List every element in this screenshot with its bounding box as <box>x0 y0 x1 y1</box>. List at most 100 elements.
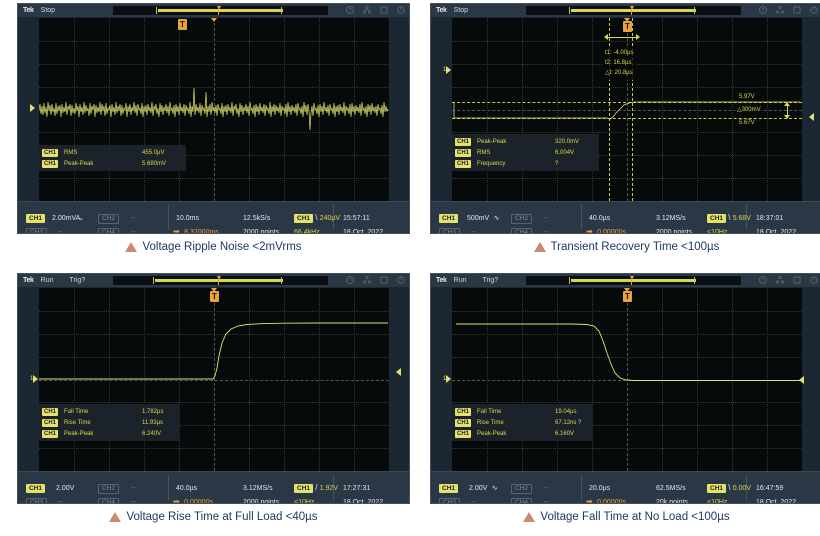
ch1-scale: 2.00V <box>56 485 75 492</box>
ch1-badge[interactable]: CH1 <box>439 484 459 493</box>
measurement-label: Peak-Peak <box>477 138 507 145</box>
power-icon[interactable] <box>397 6 405 14</box>
waveform-trace-2 <box>453 101 800 120</box>
save-icon[interactable] <box>380 276 388 284</box>
save-icon[interactable] <box>793 276 801 284</box>
svg-text:?: ? <box>762 278 765 284</box>
save-icon[interactable] <box>793 6 801 14</box>
trigger-point-marker <box>211 18 217 22</box>
ground-triangle-icon <box>33 375 39 383</box>
acquisition-state: Run <box>453 277 467 284</box>
ch4-badge[interactable]: CH4 <box>98 228 120 233</box>
measurement-channel-badge: CH1 <box>455 429 472 438</box>
svg-text:?: ? <box>349 8 352 14</box>
trigger-slope-icon: / <box>313 483 320 492</box>
record-trigger-marker <box>216 276 221 285</box>
ch3-value: -- <box>471 229 476 234</box>
caption-text: Voltage Fall Time at No Load <100µs <box>540 511 730 523</box>
help-icon[interactable]: ? <box>346 6 354 14</box>
ch1-badge[interactable]: CH1 <box>26 484 46 493</box>
cursor-v-lower-line[interactable] <box>452 118 802 119</box>
power-icon[interactable] <box>397 276 405 284</box>
ch2-badge[interactable]: CH2 <box>98 214 120 224</box>
trigger-frequency: <10Hz <box>707 229 728 234</box>
ch4-value: -- <box>544 229 549 234</box>
tek-logo: Tek <box>23 277 34 284</box>
trigger-point-marker <box>624 18 630 22</box>
measurement-panel-3: CH1 Fall Time 1.782µs CH1 Rise Time 11.9… <box>39 404 179 441</box>
ch1-coupling-icon: Aᵥ <box>75 215 83 222</box>
measurement-label: Rise Time <box>477 419 504 426</box>
ch2-badge[interactable]: CH2 <box>511 214 533 224</box>
ch1-badge[interactable]: CH1 <box>26 214 46 223</box>
ch4-badge[interactable]: CH4 <box>511 498 533 503</box>
status-bar-3: CH1 2.00V CH3 -- CH2 -- CH4 -- 40.0µs ➡ … <box>18 471 409 503</box>
trigger-slope-icon: \ <box>313 213 320 222</box>
measurement-channel-badge: CH1 <box>455 159 472 168</box>
figure-caption-2: Transient Recovery Time <100µs <box>430 241 820 253</box>
delay-value: 8.32000ms <box>184 229 219 234</box>
trigger-source-badge[interactable]: CH1 <box>707 484 727 493</box>
network-icon[interactable] <box>776 6 784 14</box>
measurement-panel-1: CH1 RMS 455.0µV CH1 Peak-Peak 5.680mV <box>39 145 186 171</box>
power-icon[interactable] <box>810 276 818 284</box>
ch1-scale: 500mV <box>467 215 490 222</box>
ch1-ground-marker-4[interactable]: 1 <box>443 375 452 383</box>
status-bar-1: CH1 2.00mVAᵥ CH3 -- CH2 -- CH4 -- 10.0ms… <box>18 201 409 233</box>
record-overview-strip <box>113 6 328 15</box>
ch1-scale: 2.00mV <box>52 215 76 222</box>
ch3-badge[interactable]: CH3 <box>439 498 461 503</box>
ch3-badge[interactable]: CH3 <box>26 498 48 503</box>
measurement-channel-badge: CH1 <box>455 137 472 146</box>
cursor-span-arrows <box>604 34 640 40</box>
measurement-value: 5.680mV <box>142 160 167 167</box>
help-icon[interactable]: ? <box>346 276 354 284</box>
trigger-source-badge[interactable]: CH1 <box>294 214 314 223</box>
ch1-ground-marker-2[interactable]: 1 <box>443 66 452 74</box>
help-icon[interactable]: ? <box>759 276 767 284</box>
sample-rate: 62.5MS/s <box>656 485 686 492</box>
network-icon[interactable] <box>363 6 371 14</box>
network-icon[interactable] <box>363 276 371 284</box>
timebase-value: 40.0µs <box>176 485 198 492</box>
topbar-icon-group: ? <box>759 6 818 14</box>
ch2-badge[interactable]: CH2 <box>98 484 120 494</box>
delay-value: 0.00000s <box>184 499 213 504</box>
ch1-ground-marker-1[interactable] <box>30 104 35 112</box>
measurement-channel-badge: CH1 <box>455 418 472 427</box>
measurement-value: 320.0mV <box>555 138 580 145</box>
cursor-t2-line[interactable] <box>632 18 633 201</box>
cursor-t1-line[interactable] <box>609 18 610 201</box>
measurement-row: CH1 Peak-Peak 5.680mV <box>39 158 186 169</box>
trigger-level: 5.68V <box>732 215 751 222</box>
measurement-channel-badge: CH1 <box>455 148 472 157</box>
ch4-value: -- <box>544 499 549 504</box>
trigger-t-badge: T <box>178 19 187 30</box>
ch2-badge[interactable]: CH2 <box>511 484 533 494</box>
trigger-source-badge[interactable]: CH1 <box>707 214 727 223</box>
delay-arrow-icon: ➡ <box>586 227 593 234</box>
measurement-label: RMS <box>64 149 78 156</box>
measurement-row: CH1 Peak-Peak 320.0mV <box>452 136 599 147</box>
ch1-badge[interactable]: CH1 <box>439 214 459 223</box>
ch1-ground-marker-3[interactable]: 1 <box>30 375 39 383</box>
cursor-v-upper-line[interactable] <box>452 102 802 103</box>
scope-topbar-1: Tek Stop ? <box>18 4 409 17</box>
caption-triangle-icon <box>533 242 546 252</box>
trigger-slope-icon: \ <box>726 213 733 222</box>
ch3-badge[interactable]: CH3 <box>26 228 48 233</box>
save-icon[interactable] <box>380 6 388 14</box>
measurement-panel-4: CH1 Fall Time 19.04µs CH1 Rise Time 67.1… <box>452 404 592 441</box>
power-icon[interactable] <box>810 6 818 14</box>
ch4-badge[interactable]: CH4 <box>98 498 120 503</box>
help-icon[interactable]: ? <box>759 6 767 14</box>
record-overview-strip <box>113 276 328 285</box>
trigger-t-badge: T <box>210 291 219 302</box>
ch3-badge[interactable]: CH3 <box>439 228 461 233</box>
acquisition-state: Stop <box>453 7 469 14</box>
cursor-readout-box: t1: -4.00µs t2: 16.8µs △t: 20.8µs <box>602 46 637 80</box>
network-icon[interactable] <box>776 276 784 284</box>
figure-caption-1: Voltage Ripple Noise <2mVrms <box>17 241 410 253</box>
ch4-badge[interactable]: CH4 <box>511 228 533 233</box>
trigger-source-badge[interactable]: CH1 <box>294 484 314 493</box>
